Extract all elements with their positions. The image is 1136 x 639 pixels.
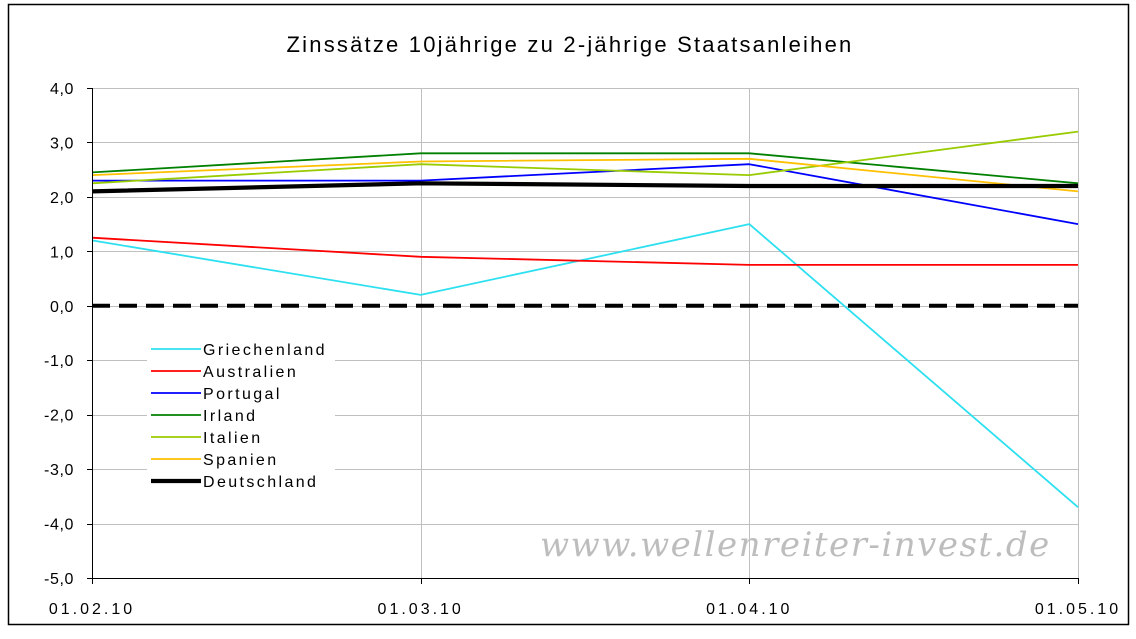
legend-item-italien: Italien [151,430,263,447]
series-portugal [92,163,1079,225]
series-spanien [91,157,1079,193]
legend-label-spanien: Spanien [203,452,279,469]
series-australien [91,236,1078,266]
chart-title: Zinssätze 10jährige zu 2-jährige Staatsa… [287,32,854,57]
legend-item-portugal: Portugal [151,386,282,403]
x-tick-label-1: 01.03.10 [378,601,464,618]
series-line-deutschland [91,181,1078,194]
series-italien [91,130,1079,185]
y-tick-label-4: 0,0 [50,299,74,316]
y-tick-label-1: 3,0 [50,135,74,152]
series-line-italien [91,130,1079,185]
legend-item-spanien: Spanien [151,452,279,469]
watermark: www.wellenreiter-invest.de [540,525,1051,565]
legend-item-irland: Irland [151,408,257,425]
series-deutschland [91,181,1078,194]
x-tick-label-2: 01.04.10 [706,601,792,618]
axes: 4,0 3,0 2,0 1,0 0,0 -1,0 -2,0 -3,0 -4,0 -5,0 01.02… [44,81,1121,618]
y-tick-label-5: -1,0 [44,353,74,370]
legend-label-deutschland: Deutschland [203,474,318,491]
legend-label-irland: Irland [203,408,257,425]
series-line-griechenland [91,223,1079,508]
series-lines [91,130,1079,508]
series-line-spanien [91,157,1079,193]
gridlines [92,88,1079,578]
x-tick-label-3: 01.05.10 [1035,601,1121,618]
chart-frame [7,3,1130,626]
y-tick-label-0: 4,0 [50,81,74,98]
y-tick-label-6: -2,0 [44,408,74,425]
series-line-australien [91,236,1078,266]
legend: Griechenland Australien Portugal Irland Ital… [147,337,335,493]
series-line-irland [91,152,1079,185]
y-tick-label-8: -4,0 [44,517,74,534]
series-line-portugal [92,163,1079,225]
y-tick-label-3: 1,0 [50,244,74,261]
legend-label-australien: Australien [203,364,298,381]
legend-label-griechenland: Griechenland [203,342,327,359]
series-irland [91,152,1079,185]
legend-item-griechenland: Griechenland [151,342,327,359]
legend-item-deutschland: Deutschland [151,474,318,491]
y-tick-label-7: -3,0 [44,462,74,479]
y-tick-label-2: 2,0 [50,190,74,207]
x-tick-label-0: 01.02.10 [49,601,135,618]
legend-item-australien: Australien [151,364,298,381]
legend-label-italien: Italien [203,430,263,447]
series-griechenland [91,223,1079,508]
y-tick-label-9: -5,0 [44,571,74,588]
legend-label-portugal: Portugal [203,386,282,403]
